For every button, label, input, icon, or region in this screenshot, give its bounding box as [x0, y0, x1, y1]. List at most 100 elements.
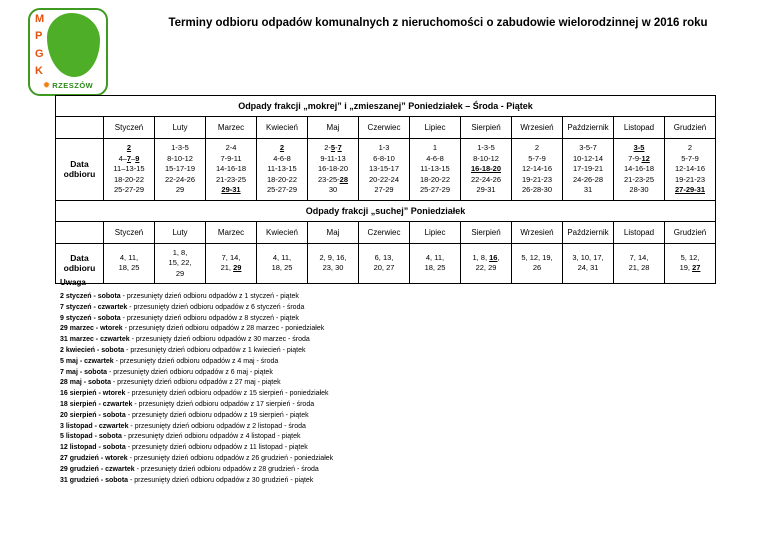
month-header: Wrzesień [511, 116, 563, 139]
notes-title: Uwaga [60, 278, 86, 287]
note-item-date: 31 marzec - czwartek [60, 336, 132, 344]
month-header: Grudzień [664, 116, 716, 139]
month-header: Luty [154, 116, 206, 139]
note-item-date: 12 listopad - sobota [60, 444, 128, 452]
notes-section: Uwaga 2 styczeń - sobota - przesunięty d… [60, 278, 728, 486]
note-item: 16 sierpień - wtorek - przesunięty dzień… [60, 389, 728, 400]
dates-cell: 2 4–7–9 11–13-15 18-20-22 25-27-29 [103, 138, 155, 201]
logo-letter: G [35, 47, 44, 60]
note-item: 5 listopad - sobota - przesunięty dzień … [60, 432, 728, 443]
note-item-text: - przesunięty dzień odbioru odpadów z 2 … [130, 422, 306, 430]
note-item-date: 7 styczeń - czwartek [60, 303, 130, 311]
note-item-text: - przesunięty dzień odbioru odpadów z 26… [129, 454, 334, 462]
shifted-date: 9 [135, 153, 140, 163]
note-item-text: - przesunięty dzień odbioru odpadów z 28… [136, 465, 319, 473]
note-item-date: 20 sierpień - sobota [60, 411, 128, 419]
month-header: Lipiec [409, 116, 461, 139]
month-header: Kwiecień [256, 116, 308, 139]
dates-cell: 3-5-7 10-12-14 17-19-21 24-26-28 31 [562, 138, 614, 201]
logo-letter: M [35, 13, 45, 25]
dates-cell: 2 5-7-9 12-14-16 19-21-23 27-29-31 [664, 138, 716, 201]
shifted-date: 27 [692, 263, 701, 273]
note-item-date: 27 grudzień - wtorek [60, 454, 130, 462]
dates-cell: 7, 14, 21, 28 [613, 242, 665, 284]
note-item: 7 styczeń - czwartek - przesunięty dzień… [60, 303, 728, 314]
note-item-text: - przesunięty dzień odbioru odpadów z 30… [131, 336, 310, 344]
shifted-date: 28 [339, 174, 349, 184]
dry-waste-table: Odpady frakcji „suchej” Poniedziałek Styc… [55, 199, 716, 285]
note-item-date: 9 styczeń - sobota [60, 314, 123, 322]
note-item-text: - przesunięty dzień odbioru odpadów z 1 … [126, 346, 306, 354]
note-item-text: - przesunięty dzień odbioru odpadów z 8 … [122, 314, 299, 322]
month-header: Maj [307, 116, 359, 139]
note-item: 29 grudzień - czwartek - przesunięty dzi… [60, 465, 728, 476]
dates-cell: 2 4-6-8 11-13-15 18-20-22 25-27-29 [256, 138, 308, 201]
note-item: 28 maj - sobota - przesunięty dzień odbi… [60, 378, 728, 389]
shifted-date: 5 [330, 143, 336, 152]
note-item-date: 16 sierpień - wtorek [60, 390, 128, 398]
note-item-date: 5 listopad - sobota [60, 433, 124, 441]
note-item: 2 styczeń - sobota - przesunięty dzień o… [60, 292, 728, 303]
month-header: Marzec [205, 116, 257, 139]
month-header: Listopad [613, 220, 665, 244]
month-header: Październik [562, 116, 614, 139]
page-title: Terminy odbioru odpadów komunalnych z ni… [168, 17, 708, 29]
table-title: Odpady frakcji „mokrej” i „zmieszanej” P… [55, 95, 716, 117]
note-item-text: - przesunięty dzień odbioru odpadów z 4 … [123, 433, 301, 441]
shifted-date: 7 [126, 153, 132, 163]
logo-sun-icon: ✹ [42, 80, 51, 90]
note-item-text: - przesunięty dzień odbioru odpadów z 6 … [109, 368, 273, 376]
note-item-text: - przesunięty dzień odbioru odpadów z 19… [127, 411, 309, 419]
note-item-date: 2 styczeń - sobota [60, 293, 123, 300]
note-item-date: 28 maj - sobota [60, 379, 113, 387]
note-item: 5 maj - czwartek - przesunięty dzień odb… [60, 357, 728, 368]
dates-cell: 2-5-7 9-11-13 16-18-20 23-25-28 30 [307, 138, 359, 201]
month-header: Wrzesień [511, 220, 563, 244]
notes-list: 2 styczeń - sobota - przesunięty dzień o… [60, 292, 728, 486]
note-item: 29 marzec - wtorek - przesunięty dzień o… [60, 324, 728, 335]
shifted-date: 29 [233, 263, 242, 273]
month-header: Grudzień [664, 220, 716, 244]
table-title: Odpady frakcji „suchej” Poniedziałek [55, 199, 716, 222]
note-item-date: 5 maj - czwartek [60, 357, 116, 365]
shifted-date: 12 [641, 153, 650, 163]
note-item-date: 2 kwiecień - sobota [60, 346, 127, 354]
note-item-text: - przesunięty dzień odbioru odpadów z 4 … [115, 357, 279, 365]
month-header: Sierpień [460, 220, 512, 244]
dates-cell: 4, 11, 18, 25 [256, 242, 308, 284]
corner-cell [55, 220, 104, 244]
note-item-text: - przesunięty dzień odbioru odpadów z 27… [112, 379, 281, 387]
month-header: Luty [154, 220, 206, 244]
shifted-date: 3-5 [633, 143, 645, 152]
note-item-text: - przesunięty dzień odbioru odpadów z 28… [124, 325, 325, 333]
note-item: 2 kwiecień - sobota - przesunięty dzień … [60, 346, 728, 357]
month-header: Czerwiec [358, 116, 410, 139]
shifted-date: 2 [279, 143, 285, 152]
note-item-date: 3 listopad - czwartek [60, 422, 131, 430]
month-header: Kwiecień [256, 220, 308, 244]
month-header: Styczeń [103, 220, 155, 244]
shifted-date: 16 [489, 252, 498, 262]
dates-cell: 1-3 6-8-10 13-15-17 20-22-24 27-29 [358, 138, 410, 201]
dates-cell: 5, 12, 19, 27 [664, 242, 716, 284]
logo-letter: K [35, 64, 43, 77]
schedule-tables: Odpady frakcji „mokrej” i „zmieszanej” P… [55, 95, 716, 284]
note-item-text: - przesunięty dzień odbioru odpadów z 30… [130, 476, 314, 484]
note-item-text: - przesunięty dzień odbioru odpadów z 17… [134, 400, 315, 408]
shifted-date: 29-31 [221, 185, 241, 194]
shifted-date: 16-18-20 [470, 164, 502, 173]
dates-cell: 2 5-7-9 12-14-16 19-21-23 26-28-30 [511, 138, 563, 201]
note-item: 7 maj - sobota - przesunięty dzień odbio… [60, 368, 728, 379]
dates-cell: 3-5 7-9-12 14-16-18 21-23-25 28-30 [613, 138, 665, 201]
note-item-date: 18 sierpień - czwartek [60, 400, 135, 408]
note-item: 9 styczeń - sobota - przesunięty dzień o… [60, 314, 728, 325]
dates-cell: 2-4 7-9-11 14-16-18 21-23-25 29-31 [205, 138, 257, 201]
note-item: 20 sierpień - sobota - przesunięty dzień… [60, 411, 728, 422]
logo-banner: ✹ RZESZÓW [33, 79, 103, 92]
row-label: Data odbioru [55, 242, 104, 284]
note-item: 31 grudzień - sobota - przesunięty dzień… [60, 476, 728, 487]
